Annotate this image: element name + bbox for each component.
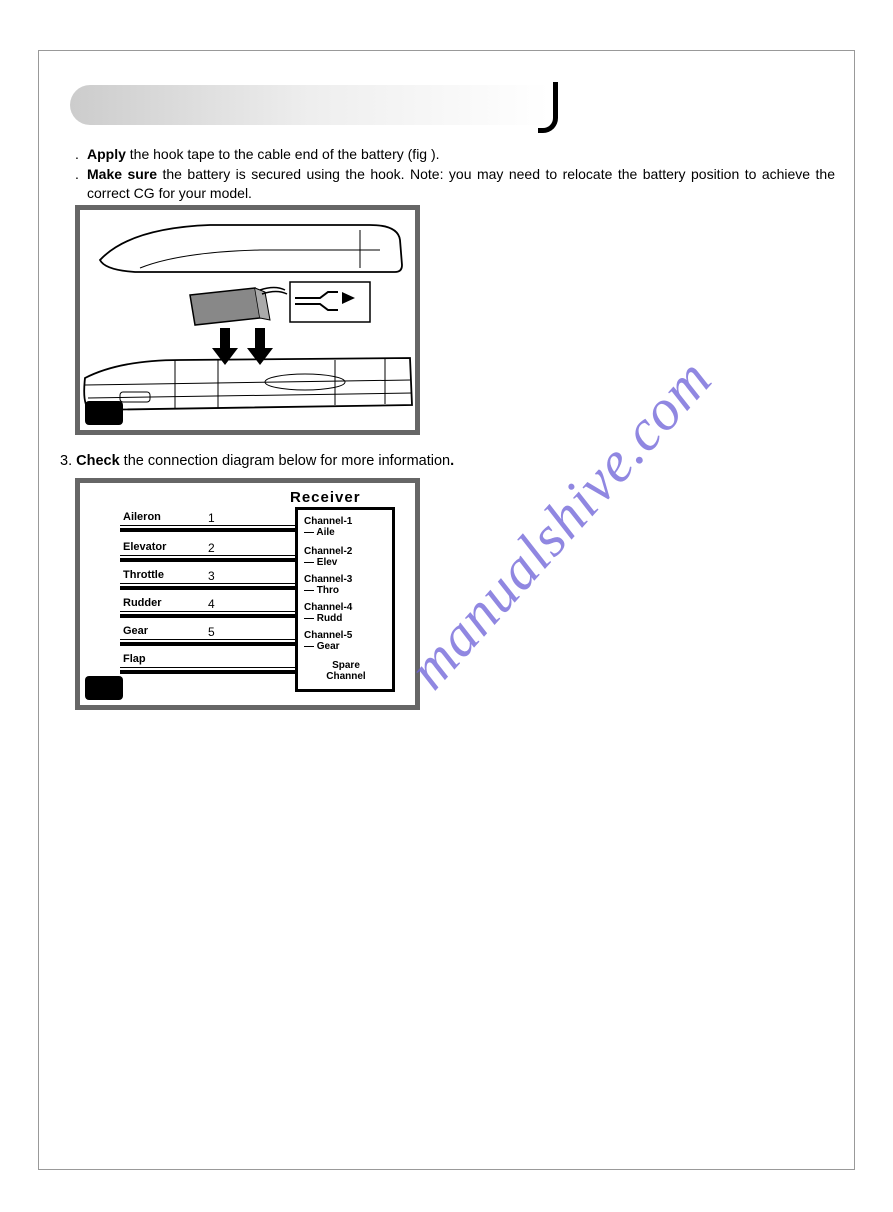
receiver-box: Channel-1— Aile Channel-2— Elev Channel-3—… — [295, 507, 395, 692]
step-dot: . — [450, 453, 454, 469]
wire-line — [120, 667, 297, 668]
wire-line-thick — [120, 670, 297, 674]
wire-number: 3 — [208, 569, 215, 583]
bullet: . — [75, 145, 87, 164]
wire-number: 4 — [208, 597, 215, 611]
wire-label: Throttle — [123, 569, 164, 581]
wire-number: 5 — [208, 625, 215, 639]
step-num: 3. — [60, 453, 72, 469]
instruction-bold: Apply — [87, 146, 126, 162]
wire-label: Flap — [123, 653, 146, 665]
wire-line-thick — [120, 586, 297, 590]
channel-label: Channel-1— Aile — [304, 516, 352, 538]
bullet: . — [75, 165, 87, 203]
aircraft-battery-svg — [80, 210, 415, 430]
instruction-1: . Apply the hook tape to the cable end o… — [75, 145, 835, 164]
wire-line — [120, 639, 297, 640]
wire-line — [120, 611, 297, 612]
wire-line-thick — [120, 558, 297, 562]
instructions-block: . Apply the hook tape to the cable end o… — [75, 145, 835, 204]
wire-number: 2 — [208, 541, 215, 555]
figure-2-label — [85, 676, 123, 700]
receiver-title: Receiver — [290, 489, 361, 506]
wire-line-thick — [120, 642, 297, 646]
figure-1-frame — [75, 205, 420, 435]
figure-2-diagram: Receiver Channel-1— AileChannel-2— ElevC… — [80, 483, 415, 705]
instruction-rest: the hook tape to the cable end of the ba… — [126, 146, 440, 162]
wire-line — [120, 583, 297, 584]
channel-label: Channel-5— Gear — [304, 630, 352, 652]
wire-line — [120, 555, 297, 556]
figure-2-frame: Receiver Channel-1— AileChannel-2— ElevC… — [75, 478, 420, 710]
instruction-bold: Make sure — [87, 166, 157, 182]
channel-label: SpareChannel — [316, 660, 376, 682]
wire-line-thick — [120, 614, 297, 618]
wire-number: 1 — [208, 511, 215, 525]
wire-label: Rudder — [123, 597, 162, 609]
step-rest: the connection diagram below for more in… — [120, 453, 450, 469]
instruction-rest: the battery is secured using the hook. N… — [87, 166, 835, 201]
instruction-text: Apply the hook tape to the cable end of … — [87, 145, 835, 164]
channel-label: Channel-2— Elev — [304, 546, 352, 568]
wire-label: Gear — [123, 625, 148, 637]
figure-1-diagram — [80, 210, 415, 430]
instruction-text: Make sure the battery is secured using t… — [87, 165, 835, 203]
wire-label: Aileron — [123, 511, 161, 523]
figure-1-label — [85, 401, 123, 425]
wire-line — [120, 525, 297, 526]
step-bold: Check — [72, 453, 120, 469]
wire-label: Elevator — [123, 541, 166, 553]
channel-label: Channel-4— Rudd — [304, 602, 352, 624]
wire-line-thick — [120, 528, 297, 532]
channel-label: Channel-3— Thro — [304, 574, 352, 596]
step-3-text: 3. Check the connection diagram below fo… — [60, 453, 454, 469]
section-header-bar — [70, 85, 550, 125]
instruction-2: . Make sure the battery is secured using… — [75, 165, 835, 203]
